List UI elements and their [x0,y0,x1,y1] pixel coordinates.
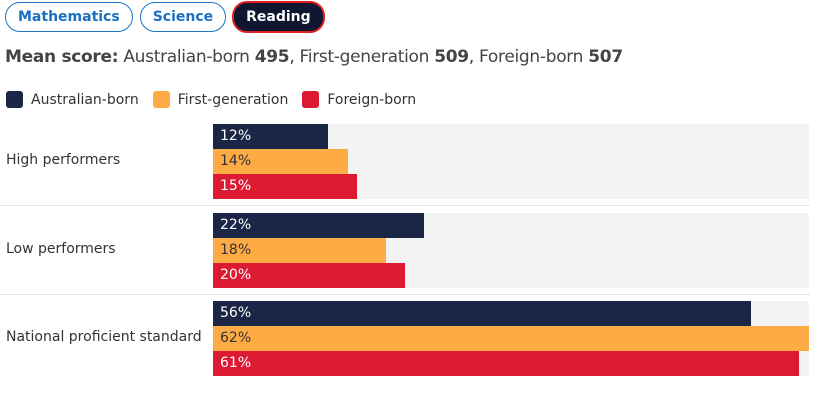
legend-item: First-generation [152,91,289,108]
mean-first-generation-value: 509 [434,47,469,67]
mean-foreign-born-value: 507 [588,47,623,67]
legend-label: Foreign-born [327,91,417,108]
bar: 14% [213,149,348,174]
tab-science[interactable]: Science [139,2,227,32]
legend-swatch [6,91,23,108]
mean-foreign-born-name: Foreign-born [479,47,584,67]
chart-legend: Australian-born First-generation Foreign-b… [6,91,416,108]
tab-mathematics[interactable]: Mathematics [5,2,133,32]
separator: , [289,47,295,67]
bar: 20% [213,263,406,288]
tab-reading[interactable]: Reading [232,1,325,33]
mean-first-generation-name: First-generation [299,47,430,67]
bar: 18% [213,238,387,263]
legend-label: Australian-born [31,91,139,108]
bar: 56% [213,301,752,326]
subject-tabs: Mathematics Science Reading [5,1,325,33]
group-divider [0,294,809,295]
legend-swatch [152,91,170,108]
mean-australian-born-value: 495 [254,47,290,67]
mean-australian-born-name: Australian-born [123,47,250,67]
legend-item: Australian-born [6,91,139,108]
mean-score-label: Mean score: [5,47,119,67]
category-label: National proficient standard [6,329,202,345]
bar-track: 22% 18% 20% [213,213,809,288]
legend-item: Foreign-born [302,91,416,108]
legend-label: First-generation [177,91,289,108]
bar: 12% [213,124,329,149]
separator: , [468,47,474,67]
bar: 62% [213,326,809,351]
bar: 15% [213,174,358,199]
bar-track: 12% 14% 15% [213,124,809,199]
mean-score: Mean score: Australian-born 495, First-g… [5,47,623,67]
bar: 61% [213,351,800,376]
category-label: Low performers [6,241,116,257]
bar-track: 56% 62% 61% [213,301,809,376]
bar: 22% [213,213,425,238]
group-divider [0,205,809,206]
category-label: High performers [6,152,121,168]
legend-swatch [302,91,320,108]
